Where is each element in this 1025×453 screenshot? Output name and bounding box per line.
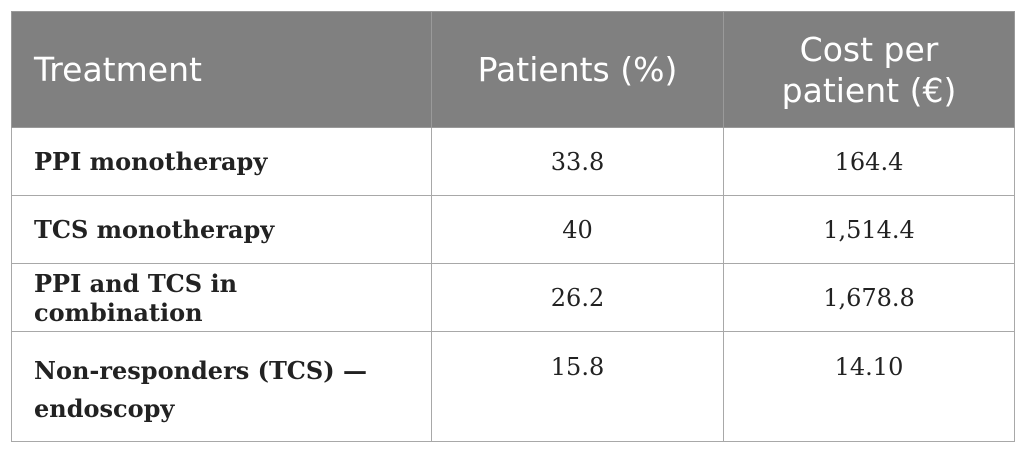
header-patients: Patients (%) [431, 11, 724, 128]
table-body: PPI monotherapy 33.8 164.4 TCS monothera… [11, 127, 1015, 442]
cell-cost: 1,514.4 [723, 195, 1015, 264]
cell-patients: 15.8 [431, 331, 724, 442]
data-table-container: Treatment Patients (%) Cost per patient … [11, 11, 1015, 442]
table-row: TCS monotherapy 40 1,514.4 [11, 195, 1015, 264]
table-row: PPI and TCS in combination 26.2 1,678.8 [11, 263, 1015, 332]
cell-patients: 33.8 [431, 127, 724, 196]
cell-treatment: Non-responders (TCS) —endoscopy [11, 331, 432, 442]
cell-cost: 1,678.8 [723, 263, 1015, 332]
cell-treatment: TCS monotherapy [11, 195, 432, 264]
header-row: Treatment Patients (%) Cost per patient … [11, 11, 1015, 128]
cell-treatment: PPI and TCS in combination [11, 263, 432, 332]
cell-treatment: PPI monotherapy [11, 127, 432, 196]
table-row: PPI monotherapy 33.8 164.4 [11, 127, 1015, 196]
cell-patients: 26.2 [431, 263, 724, 332]
header-cost: Cost per patient (€) [723, 11, 1015, 128]
table-header: Treatment Patients (%) Cost per patient … [11, 11, 1015, 128]
cell-cost: 164.4 [723, 127, 1015, 196]
cell-cost: 14.10 [723, 331, 1015, 442]
table-row: Non-responders (TCS) —endoscopy 15.8 14.… [11, 331, 1015, 442]
cell-patients: 40 [431, 195, 724, 264]
treatment-cost-table: Treatment Patients (%) Cost per patient … [11, 11, 1015, 442]
header-treatment: Treatment [11, 11, 432, 128]
